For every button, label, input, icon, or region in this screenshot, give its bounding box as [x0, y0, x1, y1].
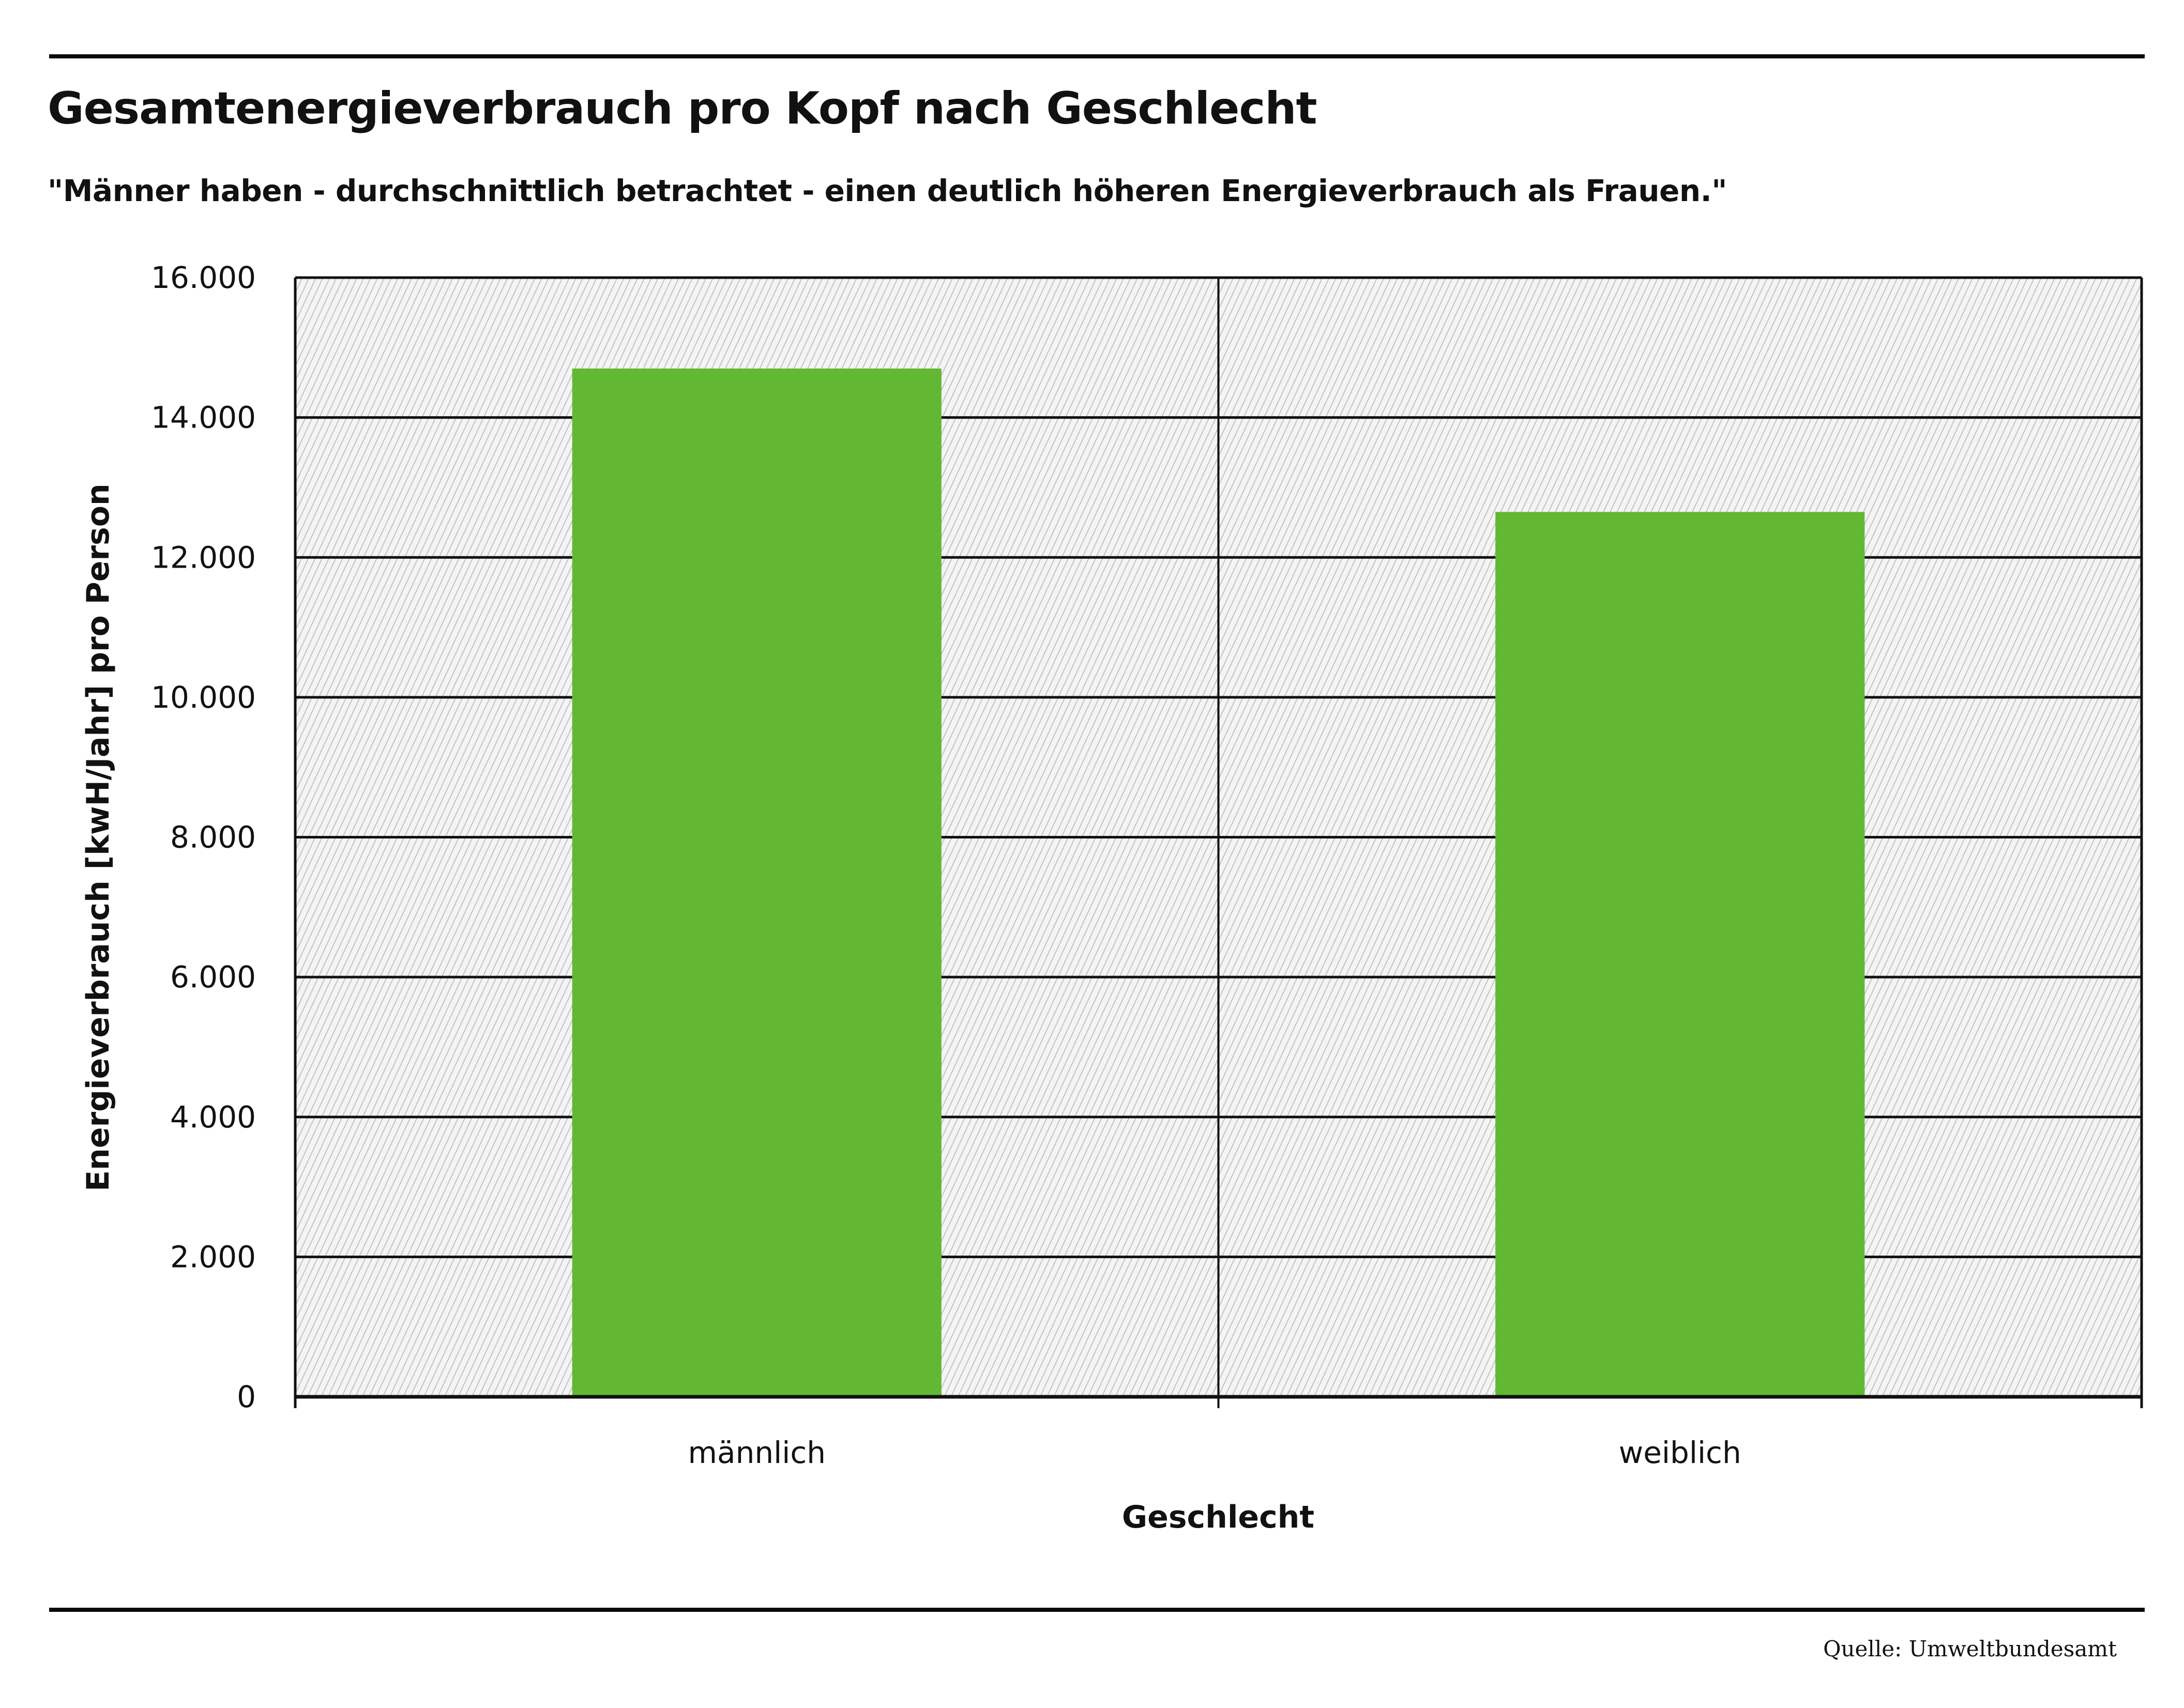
y-tick-label: 0 — [237, 1379, 256, 1414]
y-tick-label: 6.000 — [170, 959, 256, 995]
x-axis-label: Geschlecht — [1122, 1499, 1314, 1535]
y-tick-label: 10.000 — [151, 680, 256, 715]
x-tick-labels: männlich weiblich — [688, 1435, 1741, 1470]
y-tick-label: 14.000 — [151, 400, 256, 435]
chart-title: Gesamtenergieverbrauch pro Kopf nach Ges… — [48, 83, 1317, 134]
axes — [294, 278, 2143, 1408]
bar-männlich — [572, 368, 942, 1397]
bar-weiblich — [1495, 512, 1865, 1397]
chart-subtitle: "Männer haben - durchschnittlich betrach… — [48, 173, 1727, 208]
y-tick-label: 8.000 — [170, 820, 256, 855]
bottom-rule — [49, 1608, 2145, 1612]
x-tick-label: männlich — [688, 1435, 826, 1470]
y-tick-label: 16.000 — [151, 260, 256, 295]
top-rule — [49, 54, 2145, 58]
source-note: Quelle: Umweltbundesamt — [1823, 1636, 2117, 1661]
bars — [572, 368, 1865, 1397]
y-tick-label: 2.000 — [170, 1239, 256, 1274]
y-tick-label: 12.000 — [151, 540, 256, 575]
y-tick-label: 4.000 — [170, 1100, 256, 1135]
x-tick-label: weiblich — [1619, 1435, 1741, 1470]
y-axis-label: Energieverbrauch [kwH/Jahr] pro Person — [80, 483, 116, 1191]
y-tick-labels: 0 2.000 4.000 6.000 8.000 10.000 12.000 14.000 1… — [151, 260, 256, 1414]
